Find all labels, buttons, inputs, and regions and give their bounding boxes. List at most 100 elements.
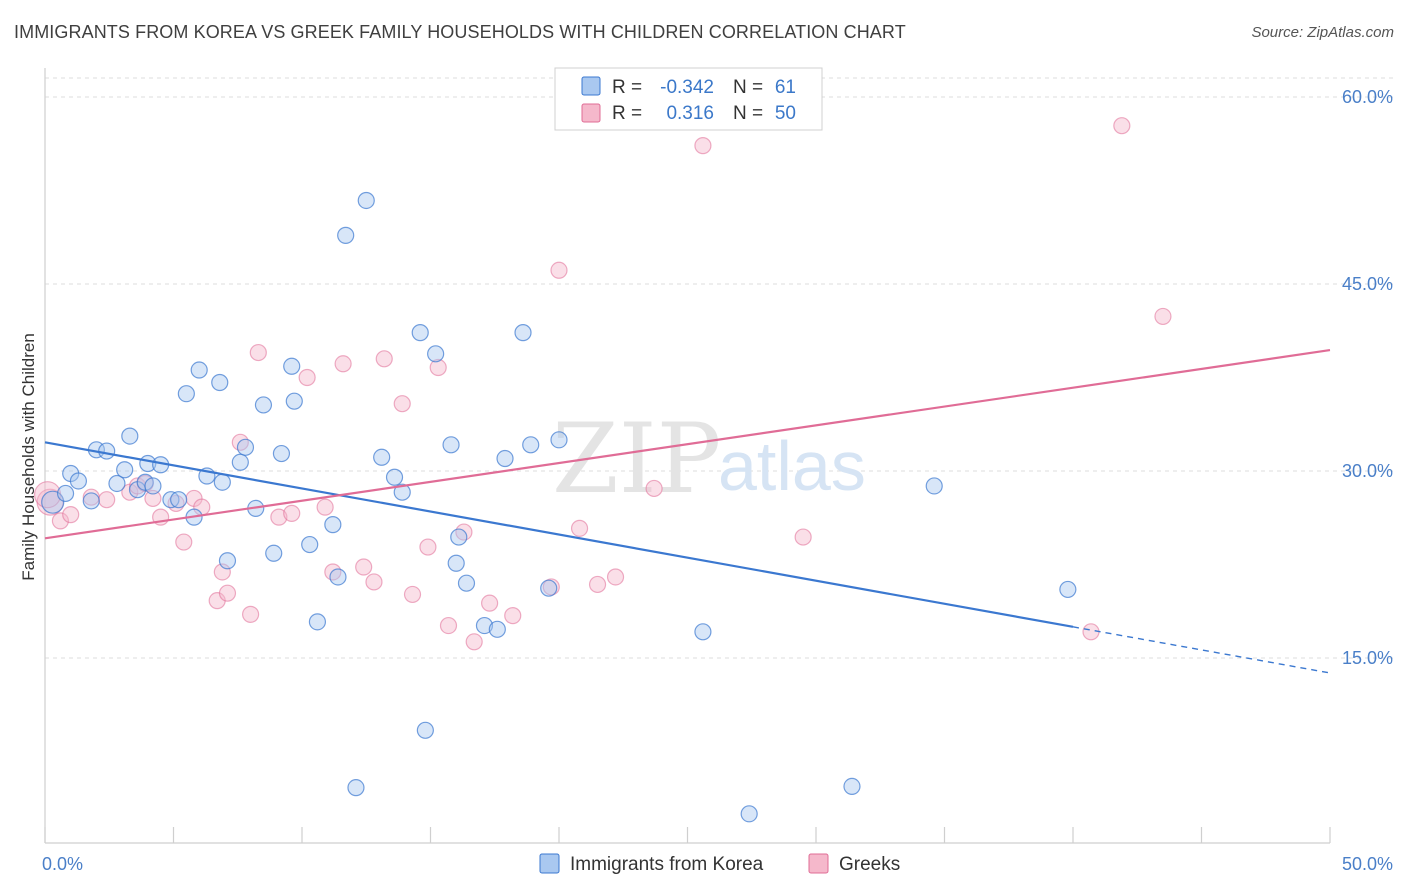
korea-point — [496, 449, 514, 468]
bottom-legend-korea: Immigrants from Korea — [570, 854, 764, 875]
x-tick-label: 50.0% — [1342, 854, 1393, 874]
korea-point — [329, 568, 347, 586]
greeks-point — [694, 137, 712, 155]
greeks-point — [175, 533, 193, 551]
source-credit: Source: ZipAtlas.com — [1251, 24, 1394, 41]
y-tick-label: 15.0% — [1342, 648, 1393, 668]
greeks-point — [606, 568, 625, 586]
watermark-zip: ZIP — [552, 403, 721, 515]
greeks-point — [403, 585, 422, 604]
korea-point — [108, 474, 126, 493]
korea-point — [231, 453, 249, 471]
legend-swatch-korea — [581, 76, 601, 96]
series-legend: Immigrants from Korea Greeks — [539, 853, 900, 875]
korea-point — [213, 473, 231, 491]
greeks-point — [419, 538, 437, 556]
korea-point — [301, 535, 319, 554]
greeks-point — [1154, 307, 1172, 326]
greeks-point — [455, 523, 473, 541]
korea-point — [514, 324, 532, 342]
greeks-point — [481, 594, 499, 612]
korea-trend-extension — [1072, 626, 1331, 674]
korea-point — [324, 516, 342, 534]
korea-point — [427, 345, 445, 363]
bottom-legend-swatch-korea — [539, 853, 560, 874]
greeks-points — [33, 117, 1172, 651]
korea-point — [116, 461, 134, 479]
legend-r-value-greeks: 0.316 — [666, 103, 714, 124]
greeks-point — [504, 607, 522, 625]
greeks-point — [98, 491, 116, 509]
korea-point — [190, 361, 208, 379]
greeks-point — [375, 350, 393, 368]
korea-point — [925, 477, 943, 495]
korea-point — [82, 492, 100, 510]
greeks-point — [1113, 117, 1131, 135]
korea-point — [144, 477, 162, 495]
greeks-point — [1082, 623, 1100, 641]
grid-lines — [45, 77, 1395, 659]
korea-point — [450, 528, 468, 546]
greeks-point — [231, 433, 249, 451]
legend-r-label-korea: R = — [612, 77, 642, 98]
korea-point — [357, 191, 375, 210]
korea-point — [442, 436, 460, 454]
korea-point — [69, 472, 88, 490]
korea-point — [254, 396, 273, 414]
greeks-point — [645, 479, 663, 498]
korea-point — [843, 777, 861, 796]
korea-point — [170, 491, 188, 509]
korea-point — [540, 579, 558, 597]
korea-point — [337, 226, 355, 244]
korea-point — [475, 616, 494, 635]
greeks-point — [334, 355, 352, 373]
bottom-legend-greeks: Greeks — [839, 854, 900, 875]
korea-point — [177, 385, 195, 403]
legend-swatch-greeks — [581, 103, 601, 123]
korea-point — [550, 431, 568, 449]
korea-point — [56, 484, 75, 503]
korea-point — [373, 448, 391, 466]
greeks-point — [242, 605, 260, 623]
axes — [44, 68, 1331, 844]
korea-point — [488, 620, 506, 638]
greeks-point — [365, 573, 383, 591]
korea-point — [347, 779, 365, 797]
greeks-point — [270, 508, 288, 526]
watermark: ZIP atlas — [552, 403, 866, 515]
greeks-point — [355, 558, 373, 576]
x-tick-labels: 0.0% 50.0% — [42, 854, 1393, 874]
korea-point — [740, 805, 758, 823]
korea-point — [694, 623, 712, 641]
korea-point — [385, 468, 404, 486]
korea-point — [218, 552, 237, 570]
korea-point — [272, 444, 291, 463]
y-axis-label: Family Households with Children — [19, 333, 38, 581]
greeks-point — [588, 575, 607, 594]
chart-title: IMMIGRANTS FROM KOREA VS GREEK FAMILY HO… — [14, 22, 906, 42]
korea-point — [308, 613, 327, 631]
x-tick-label: 0.0% — [42, 854, 83, 874]
korea-point — [211, 373, 229, 392]
korea-point — [121, 427, 139, 445]
y-tick-label: 30.0% — [1342, 461, 1393, 481]
greeks-point — [298, 368, 316, 387]
korea-point — [522, 436, 540, 454]
greeks-point — [316, 498, 334, 516]
greeks-point — [249, 343, 267, 362]
legend-r-value-korea: -0.342 — [660, 77, 714, 98]
korea-point — [1059, 580, 1077, 599]
korea-point — [98, 442, 116, 460]
y-tick-labels: 15.0% 30.0% 45.0% 60.0% — [1342, 87, 1393, 668]
y-tick-label: 45.0% — [1342, 274, 1393, 294]
korea-point — [416, 721, 434, 739]
greeks-point — [324, 563, 342, 581]
legend-n-value-greeks: 50 — [775, 103, 796, 124]
korea-trend-line — [44, 441, 1074, 628]
korea-point — [283, 357, 301, 375]
legend-n-value-korea: 61 — [775, 77, 796, 98]
korea-point — [393, 483, 411, 501]
greeks-point — [218, 584, 237, 602]
bottom-legend-swatch-greeks — [808, 853, 829, 874]
